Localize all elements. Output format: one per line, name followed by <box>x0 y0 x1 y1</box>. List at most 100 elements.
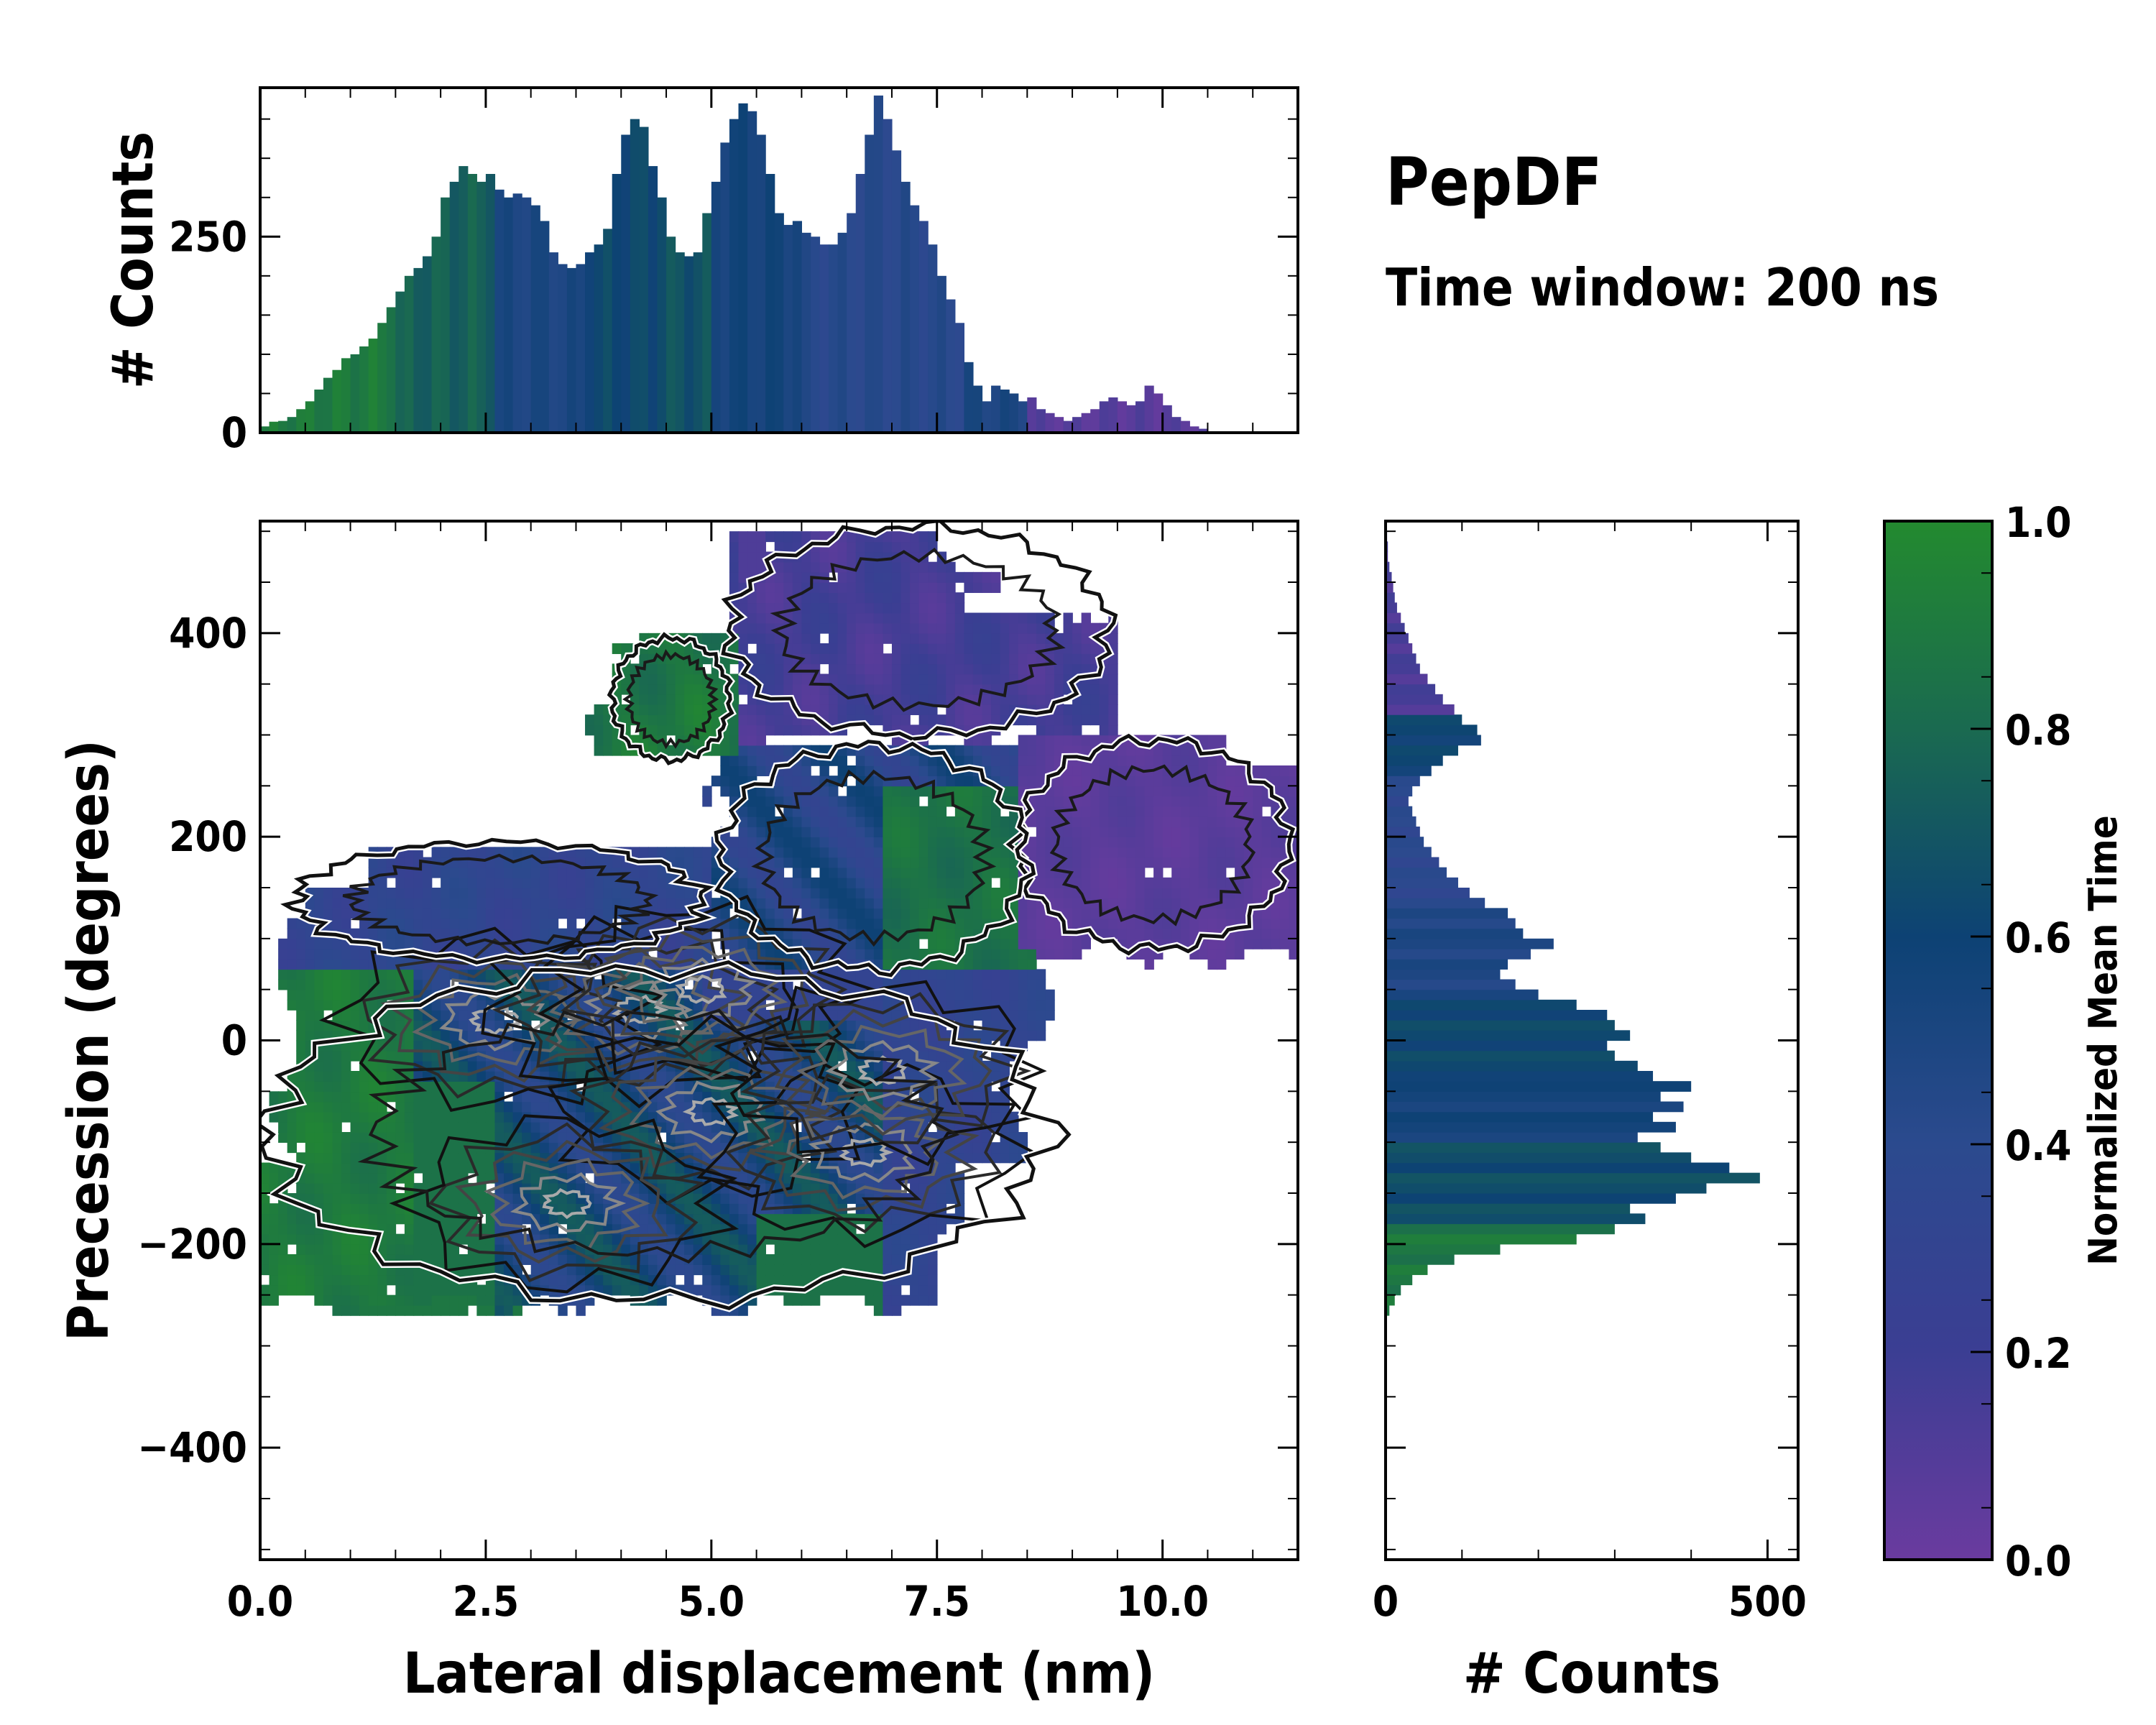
heatmap-cell <box>873 1060 884 1072</box>
heatmap-cell <box>594 704 604 715</box>
heatmap-cell <box>829 827 839 837</box>
chart-title: PepDF <box>1386 144 1602 221</box>
heatmap-cell <box>918 908 929 919</box>
heatmap-cell <box>675 684 685 695</box>
heatmap-cell <box>928 663 938 675</box>
heatmap-cell <box>386 1121 397 1133</box>
heatmap-cell <box>1036 949 1046 960</box>
heatmap-cell <box>819 704 829 715</box>
heatmap-cell <box>801 632 811 644</box>
heatmap-cell <box>865 1284 875 1296</box>
heatmap-cell <box>323 1111 333 1123</box>
heatmap-cell <box>991 898 1001 909</box>
heatmap-cell <box>566 1264 577 1276</box>
heatmap-cell <box>865 1254 875 1265</box>
top-histogram-bar <box>1009 393 1019 433</box>
heatmap-cell <box>431 1305 441 1316</box>
heatmap-cell <box>603 745 613 756</box>
heatmap-cell <box>386 1213 397 1225</box>
top-histogram-bar <box>476 181 487 433</box>
heatmap-cell <box>819 847 829 858</box>
heatmap-cell <box>883 684 893 695</box>
heatmap-cell <box>1018 989 1028 1000</box>
heatmap-cell <box>512 1233 522 1245</box>
heatmap-cell <box>332 918 342 929</box>
heatmap-cell <box>900 622 911 634</box>
heatmap-cell <box>269 1172 279 1184</box>
top-histogram-bar <box>530 205 540 433</box>
heatmap-cell <box>1000 1030 1010 1041</box>
heatmap-cell <box>485 1284 496 1296</box>
heatmap-cell <box>675 898 685 909</box>
heatmap-cell <box>819 582 829 593</box>
heatmap-cell <box>900 816 911 827</box>
top-histogram-bar <box>585 252 595 433</box>
heatmap-cell <box>314 908 324 919</box>
heatmap-cell <box>756 1274 766 1286</box>
heatmap-cell <box>368 1203 379 1215</box>
heatmap-cell <box>459 908 469 919</box>
heatmap-cell <box>928 684 938 695</box>
heatmap-cell <box>837 602 847 614</box>
heatmap-cell <box>1000 632 1010 644</box>
heatmap-cell <box>341 1101 351 1113</box>
heatmap-cell <box>865 602 875 614</box>
heatmap-cell <box>747 888 757 898</box>
heatmap-cell <box>918 561 929 573</box>
heatmap-cell <box>441 979 451 990</box>
heatmap-cell <box>946 837 956 848</box>
heatmap-cell <box>657 704 667 715</box>
heatmap-cell <box>891 806 902 817</box>
heatmap-cell <box>954 632 965 644</box>
heatmap-cell <box>918 1233 929 1245</box>
heatmap-cell <box>936 1091 947 1103</box>
heatmap-cell <box>1054 796 1064 807</box>
heatmap-cell <box>702 632 712 644</box>
heatmap-cell <box>837 541 847 553</box>
heatmap-cell <box>522 1213 532 1225</box>
heatmap-cell <box>991 765 1001 776</box>
heatmap-cell <box>413 1040 423 1052</box>
heatmap-cell <box>648 1020 658 1031</box>
heatmap-cell <box>476 898 487 909</box>
heatmap-cell <box>819 561 829 573</box>
heatmap-cell <box>783 724 793 736</box>
top-histogram-ylabel: # Counts <box>101 132 166 389</box>
heatmap-cell <box>368 1193 379 1204</box>
heatmap-cell <box>982 1030 992 1041</box>
heatmap-cell <box>1036 806 1046 817</box>
heatmap-cell <box>1000 816 1010 827</box>
heatmap-cell <box>404 1172 415 1184</box>
heatmap-cell <box>431 1040 441 1052</box>
heatmap-cell <box>1000 673 1010 685</box>
heatmap-cell <box>386 857 397 868</box>
heatmap-cell <box>287 999 298 1011</box>
heatmap-cell <box>1009 653 1019 665</box>
heatmap-cell <box>729 938 740 949</box>
heatmap-cell <box>829 1172 839 1184</box>
heatmap-cell <box>540 1182 550 1194</box>
heatmap-cell <box>954 592 965 604</box>
heatmap-cell <box>1018 612 1028 624</box>
heatmap-cell <box>639 1254 649 1265</box>
heatmap-cell <box>305 1030 315 1041</box>
heatmap-cell <box>314 1101 324 1113</box>
heatmap-cell <box>847 684 857 695</box>
heatmap-cell <box>287 1223 298 1235</box>
heatmap-cell <box>847 571 857 583</box>
heatmap-cell <box>350 1081 360 1092</box>
heatmap-cell <box>1000 643 1010 654</box>
heatmap-cell <box>720 1284 730 1296</box>
heatmap-cell <box>900 1233 911 1245</box>
heatmap-cell <box>359 949 369 960</box>
heatmap-cell <box>964 643 974 654</box>
heatmap-cell <box>865 877 875 888</box>
heatmap-cell <box>729 1213 740 1225</box>
heatmap-cell <box>1027 694 1037 705</box>
heatmap-cell <box>494 888 505 898</box>
heatmap-cell <box>774 714 785 726</box>
heatmap-cell <box>1054 898 1064 909</box>
heatmap-cell <box>566 918 577 929</box>
heatmap-cell <box>576 1193 586 1204</box>
heatmap-cell <box>928 694 938 705</box>
